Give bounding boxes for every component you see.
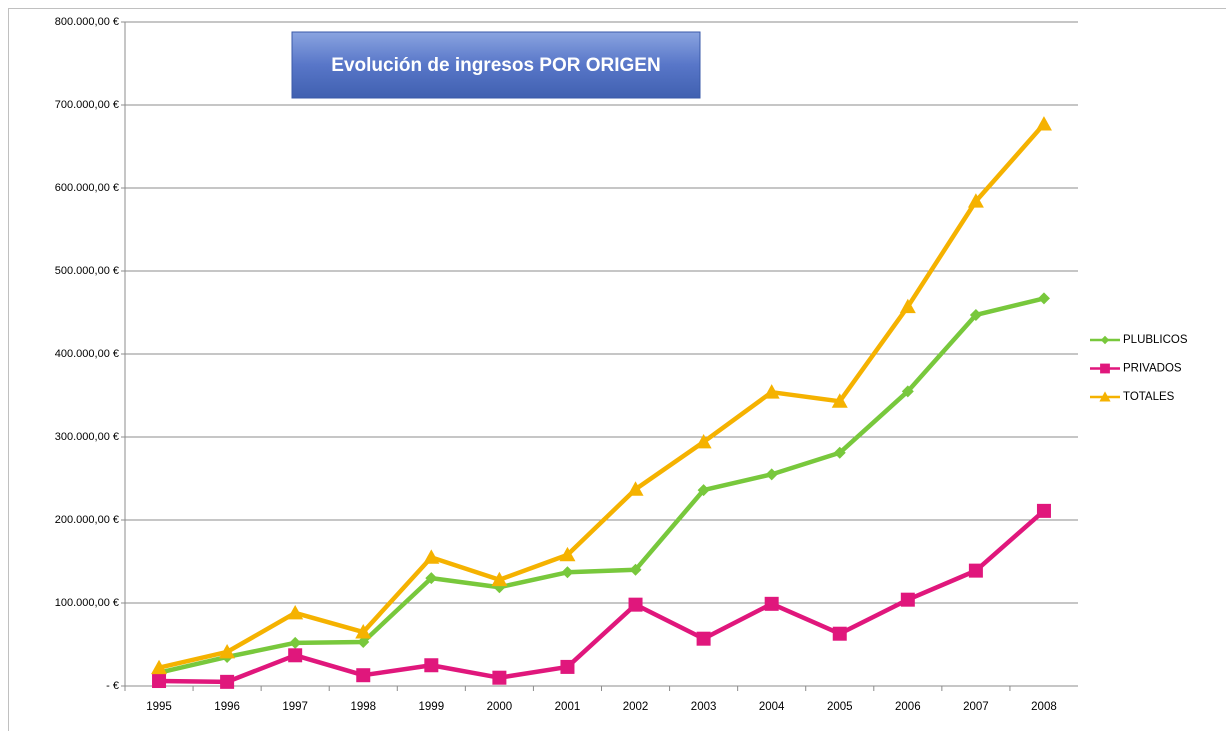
marker bbox=[1099, 391, 1111, 402]
series-line bbox=[158, 296, 1045, 675]
legend-label: TOTALES bbox=[1123, 391, 1175, 403]
series-line bbox=[159, 509, 1046, 685]
marker bbox=[628, 597, 643, 612]
marker bbox=[491, 571, 508, 587]
marker bbox=[356, 668, 371, 683]
marker bbox=[833, 446, 846, 459]
x-tick-label: 1997 bbox=[282, 701, 308, 713]
marker bbox=[1100, 335, 1110, 345]
y-tick-label: 100.000,00 € bbox=[55, 597, 119, 609]
marker bbox=[220, 674, 235, 689]
y-tick-label: - € bbox=[106, 680, 119, 692]
marker bbox=[1035, 116, 1052, 131]
marker bbox=[763, 384, 780, 399]
marker bbox=[289, 636, 302, 649]
y-tick-label: 400.000,00 € bbox=[55, 348, 119, 360]
marker bbox=[629, 563, 642, 576]
y-tick-label: 800.000,00 € bbox=[55, 16, 119, 28]
marker bbox=[288, 648, 303, 663]
x-tick-label: 2004 bbox=[759, 701, 785, 713]
title-box bbox=[291, 31, 701, 99]
marker bbox=[561, 566, 574, 579]
marker bbox=[355, 624, 372, 639]
marker bbox=[899, 298, 916, 314]
x-tick-label: 1996 bbox=[214, 701, 240, 713]
marker bbox=[560, 659, 575, 674]
marker bbox=[969, 308, 982, 321]
marker bbox=[696, 631, 711, 646]
marker bbox=[1037, 292, 1050, 305]
x-tick-label: 1998 bbox=[350, 701, 376, 713]
y-tick-label: 500.000,00 € bbox=[55, 265, 119, 277]
marker bbox=[559, 546, 576, 562]
y-tick-label: 600.000,00 € bbox=[55, 182, 119, 194]
marker bbox=[832, 626, 847, 641]
marker bbox=[900, 592, 915, 607]
marker bbox=[697, 484, 710, 497]
x-tick-label: 2001 bbox=[555, 701, 581, 713]
marker bbox=[423, 549, 440, 564]
marker bbox=[492, 670, 507, 685]
marker bbox=[287, 604, 304, 620]
x-tick-label: 2003 bbox=[691, 701, 717, 713]
x-tick-label: 2005 bbox=[827, 701, 853, 713]
marker bbox=[424, 658, 439, 673]
marker bbox=[219, 643, 236, 659]
x-tick-label: 1999 bbox=[419, 701, 445, 713]
x-tick-label: 2007 bbox=[963, 701, 989, 713]
chart-title: Evolución de ingresos POR ORIGEN bbox=[331, 55, 660, 76]
marker bbox=[152, 674, 167, 689]
marker bbox=[765, 468, 778, 481]
marker bbox=[831, 393, 848, 408]
x-tick-label: 2008 bbox=[1031, 701, 1057, 713]
y-tick-label: 300.000,00 € bbox=[55, 431, 119, 443]
marker bbox=[425, 572, 438, 585]
x-tick-label: 1995 bbox=[146, 701, 172, 713]
y-tick-label: 200.000,00 € bbox=[55, 514, 119, 526]
x-tick-label: 2006 bbox=[895, 701, 921, 713]
marker bbox=[695, 433, 712, 449]
chart-frame bbox=[8, 8, 1226, 731]
marker bbox=[357, 636, 370, 649]
marker bbox=[1100, 363, 1110, 374]
marker bbox=[627, 481, 644, 496]
x-tick-label: 2000 bbox=[487, 701, 513, 713]
marker bbox=[151, 659, 168, 675]
x-tick-label: 2002 bbox=[623, 701, 649, 713]
marker bbox=[968, 563, 983, 578]
marker bbox=[1036, 503, 1051, 518]
legend-label: PLUBLICOS bbox=[1123, 334, 1188, 346]
marker bbox=[901, 385, 914, 398]
legend-label: PRIVADOS bbox=[1123, 363, 1182, 375]
y-tick-label: 700.000,00 € bbox=[55, 99, 119, 111]
series-line bbox=[158, 122, 1046, 670]
marker bbox=[967, 193, 984, 208]
marker bbox=[764, 596, 779, 611]
